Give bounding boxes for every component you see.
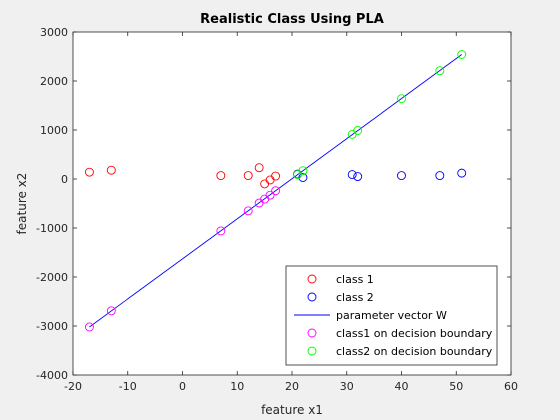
- x-axis-label: feature x1: [261, 403, 323, 417]
- legend-item: class2 on decision boundary: [307, 345, 493, 358]
- legend-label: class1 on decision boundary: [336, 327, 493, 340]
- y-tick-label: 0: [61, 173, 68, 186]
- data-point: [353, 172, 363, 182]
- legend-label: class 2: [336, 291, 374, 304]
- data-point: [271, 186, 281, 196]
- data-point: [106, 165, 116, 175]
- series-2: [89, 54, 462, 328]
- legend-swatch: [307, 328, 317, 338]
- data-point: [397, 171, 406, 181]
- chart-title: Realistic Class Using PLA: [200, 12, 384, 27]
- series-0: [84, 163, 281, 189]
- x-tick-label: 40: [395, 380, 409, 393]
- y-tick-label: 3000: [40, 26, 68, 39]
- data-point: [84, 167, 94, 177]
- data-point: [298, 166, 308, 176]
- data-point: [216, 171, 226, 181]
- y-tick-label: 2000: [40, 75, 68, 88]
- legend-swatch: [307, 292, 317, 302]
- data-point: [84, 322, 94, 332]
- data-point: [353, 126, 363, 135]
- x-tick-label: 30: [340, 380, 354, 393]
- legend-swatch: [307, 346, 317, 356]
- x-tick-label: 50: [449, 380, 463, 393]
- series-4: [293, 50, 467, 180]
- axis-ticks: -20 -10 0 10 20 30 40 50 60 -4000 -3000 -2000 -1000 0…: [36, 26, 518, 393]
- data-point: [271, 171, 281, 181]
- y-tick-label: -2000: [36, 271, 68, 284]
- legend-label: parameter vector W: [336, 309, 447, 322]
- series-3: [84, 186, 281, 332]
- legend-box: [285, 265, 498, 366]
- legend-swatch: [307, 274, 317, 284]
- legend-label: class2 on decision boundary: [336, 345, 493, 358]
- data-point: [243, 171, 253, 181]
- data-point: [298, 173, 308, 182]
- x-tick-label: -10: [119, 380, 137, 393]
- data-point: [457, 50, 467, 59]
- data-point: [347, 170, 357, 180]
- data-point: [254, 163, 264, 173]
- y-tick-label: 1000: [40, 124, 68, 137]
- plot-content: [84, 50, 467, 332]
- data-point: [265, 190, 275, 200]
- data-point: [243, 206, 253, 216]
- legend-label: class 1: [336, 273, 374, 286]
- x-tick-label: 60: [504, 380, 518, 393]
- legend-item: class1 on decision boundary: [307, 327, 493, 340]
- y-tick-label: -4000: [36, 369, 68, 382]
- x-tick-label: 10: [230, 380, 244, 393]
- data-point: [435, 171, 445, 181]
- series-1: [293, 168, 467, 182]
- y-tick-label: -1000: [36, 222, 68, 235]
- data-point: [106, 306, 116, 316]
- x-tick-label: 20: [285, 380, 299, 393]
- legend-item: class 1: [307, 273, 374, 286]
- legend: class 1 class 2 parameter vector W class1 o…: [285, 265, 498, 366]
- data-point: [435, 66, 445, 76]
- series-line: [89, 54, 462, 328]
- data-point: [216, 226, 226, 236]
- y-axis-label: feature x2: [15, 173, 29, 235]
- x-tick-label: 0: [179, 380, 186, 393]
- data-point: [397, 94, 406, 104]
- x-tick-label: -20: [64, 380, 82, 393]
- y-tick-label: -3000: [36, 320, 68, 333]
- legend-item: class 2: [307, 291, 374, 304]
- data-point: [457, 168, 467, 178]
- legend-item: parameter vector W: [294, 309, 447, 322]
